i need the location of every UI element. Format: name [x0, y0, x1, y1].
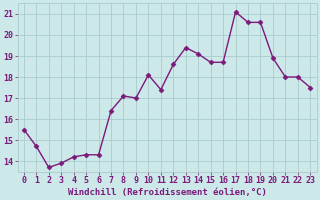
X-axis label: Windchill (Refroidissement éolien,°C): Windchill (Refroidissement éolien,°C) [68, 188, 267, 197]
